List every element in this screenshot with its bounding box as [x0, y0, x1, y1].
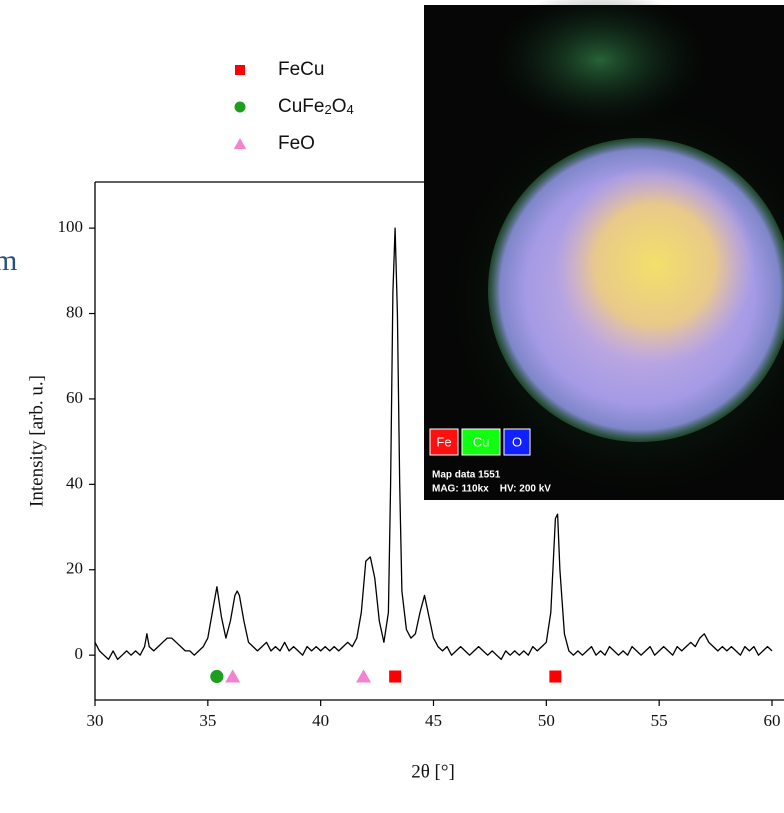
- legend-label: FeO: [278, 133, 315, 154]
- x-tick-label: 60: [764, 711, 781, 730]
- xrd-line: [94, 227, 773, 661]
- particle-core: [555, 165, 755, 365]
- marker-circle: [210, 669, 224, 684]
- legend: FeCu CuFe2O4 FeO: [233, 59, 354, 154]
- x-tick-label: 55: [651, 711, 668, 730]
- cut-annotation: m: [0, 244, 17, 277]
- inset-key-label: O: [512, 434, 522, 449]
- inset-caption: MAG: 110kx HV: 200 kV: [432, 484, 551, 495]
- y-tick-label: 0: [75, 644, 84, 663]
- marker-square: [389, 670, 402, 683]
- marker-square: [235, 65, 245, 75]
- o-key: [503, 428, 531, 456]
- marker-circle: [234, 101, 246, 113]
- legend-label: CuFe2O4: [278, 96, 354, 117]
- x-tick-label: 50: [538, 711, 555, 730]
- x-tick-label: 45: [425, 711, 442, 730]
- fe-key: [429, 428, 459, 456]
- marker-square: [549, 670, 562, 683]
- legend-label: FeCu: [278, 59, 324, 80]
- x-axis-label: 2θ [°]: [411, 761, 455, 782]
- inset-image: Fe Cu O Map data 1551 MAG: 110kx HV: 200 kV: [424, 0, 784, 500]
- y-tick-label: 20: [66, 559, 83, 578]
- marker-triangle: [225, 669, 241, 683]
- cu-key: [461, 428, 501, 456]
- plot-area: 0 20 40 60 80 100 30 35 40 45 50 55 60: [58, 181, 784, 730]
- haze: [490, 0, 710, 130]
- inset-caption: Map data 1551: [432, 470, 501, 481]
- y-axis-label: Intensity [arb. u.]: [26, 375, 47, 507]
- marker-triangle: [233, 138, 247, 149]
- inset-key-label: Cu: [473, 434, 490, 449]
- y-tick-label: 40: [66, 473, 83, 492]
- y-tick-label: 100: [58, 217, 84, 236]
- x-tick-label: 40: [312, 711, 329, 730]
- x-tick-label: 35: [199, 711, 216, 730]
- x-tick-label: 30: [87, 711, 104, 730]
- y-tick-label: 60: [66, 388, 83, 407]
- inset-key-label: Fe: [436, 434, 451, 449]
- y-tick-label: 80: [66, 302, 83, 321]
- marker-triangle: [356, 669, 372, 683]
